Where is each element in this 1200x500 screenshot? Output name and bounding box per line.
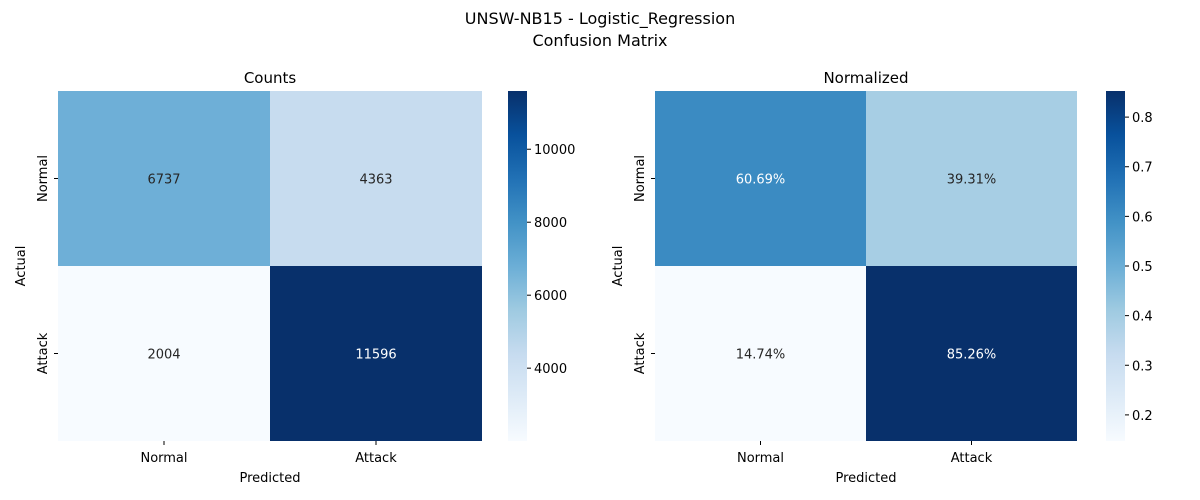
heatmap-cell [655,266,866,441]
colorbar-tick-label: 0.4 [1132,310,1153,325]
heatmap-panel-normalized: Normalized 60.69% 39.31% 14.74% 85.26% Normal… [611,69,1153,486]
colorbar-tick-label: 0.8 [1132,111,1153,126]
colorbar [1106,91,1125,441]
heatmap-cell [866,266,1077,441]
panel-title: Counts [244,69,297,87]
heatmap-cell [655,91,866,266]
cell-value-label: 60.69% [736,173,786,188]
cell-value-label: 14.74% [736,348,786,363]
colorbar-tick-label: 0.7 [1132,161,1153,176]
heatmap-cell [58,266,270,441]
y-axis-label: Actual [611,246,626,287]
colorbar-tick-label: 6000 [534,289,567,304]
x-axis-label: Predicted [239,471,300,486]
x-axis-label: Predicted [835,471,896,486]
x-tick-label: Attack [951,451,993,466]
colorbar [508,91,527,441]
y-tick-label: Normal [633,155,648,202]
heatmap-cell [270,266,482,441]
heatmap-cell [270,91,482,266]
x-tick-label: Normal [140,451,187,466]
heatmap-cell [866,91,1077,266]
colorbar-tick-label: 0.5 [1132,260,1153,275]
colorbar-tick-label: 0.3 [1132,359,1153,374]
colorbar-tick-label: 0.6 [1132,210,1153,225]
y-axis-label: Actual [14,246,29,287]
figure-title-line-1: UNSW-NB15 - Logistic_Regression [465,9,735,29]
cell-value-label: 6737 [147,173,180,188]
x-tick-label: Normal [737,451,784,466]
cell-value-label: 4363 [359,173,392,188]
y-tick-label: Normal [36,155,51,202]
colorbar-tick-label: 0.2 [1132,409,1153,424]
cell-value-label: 85.26% [947,348,997,363]
heatmap-panel-counts: Counts 6737 4363 2004 11596 Normal Attack Predi… [14,69,575,486]
x-tick-label: Attack [355,451,397,466]
y-tick-label: Attack [633,332,648,374]
cell-value-label: 2004 [147,348,180,363]
colorbar-tick-label: 4000 [534,362,567,377]
panel-title: Normalized [823,69,908,87]
figure-title-line-2: Confusion Matrix [532,31,667,50]
y-tick-label: Attack [36,332,51,374]
cell-value-label: 11596 [355,348,396,363]
heatmap-cell [58,91,270,266]
colorbar-tick-label: 10000 [534,143,575,158]
cell-value-label: 39.31% [947,173,997,188]
colorbar-tick-label: 8000 [534,216,567,231]
